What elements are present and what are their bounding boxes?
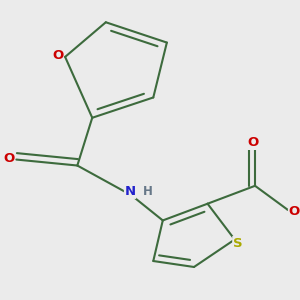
Text: S: S: [233, 237, 242, 250]
Text: H: H: [143, 185, 153, 198]
Text: O: O: [247, 136, 258, 149]
Text: O: O: [3, 152, 14, 165]
Text: O: O: [289, 205, 300, 218]
Text: N: N: [124, 185, 136, 198]
Text: O: O: [52, 49, 63, 62]
